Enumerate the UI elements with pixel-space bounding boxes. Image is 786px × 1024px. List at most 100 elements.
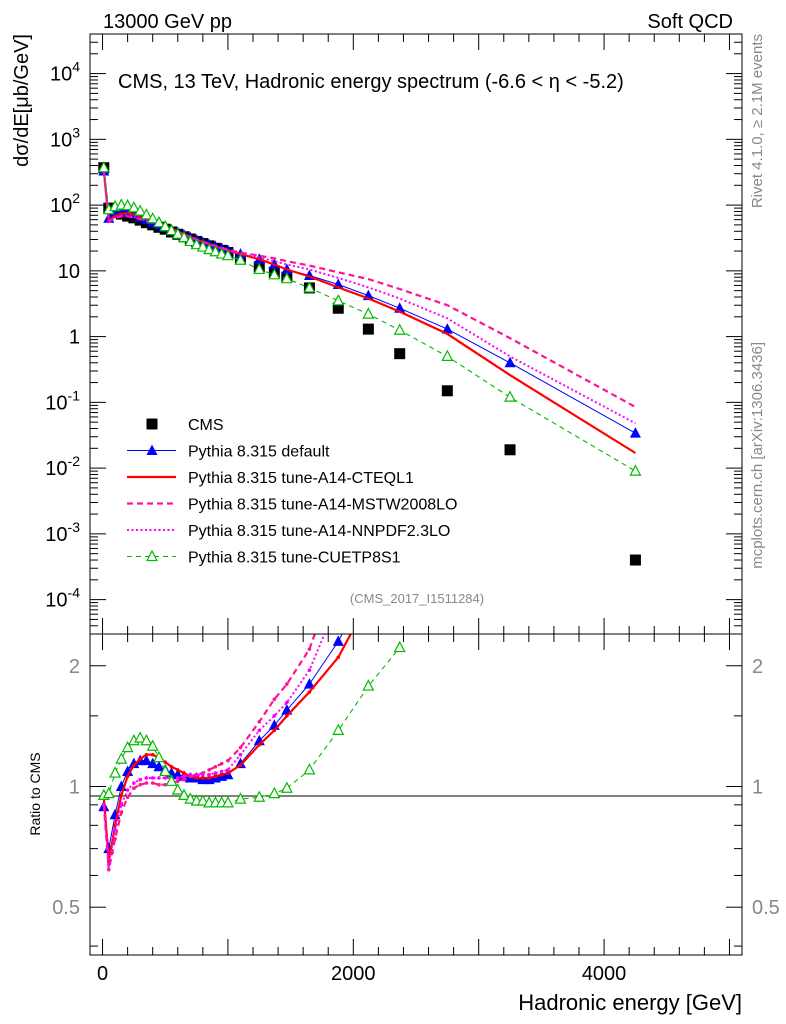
legend-label-5: Pythia 8.315 tune-CUETP8S1 (188, 550, 401, 567)
series-line-4 (102, 170, 636, 425)
mcplots-label: mcplots.cern.ch [arXiv:1306.3436] (749, 342, 766, 569)
ratio-point-1 (226, 771, 230, 775)
data-point-0 (332, 302, 344, 314)
data-point-5 (332, 294, 345, 306)
ratio-point-2 (213, 764, 218, 769)
ratio-series-layer (97, 634, 406, 872)
legend-label-1: Pythia 8.315 default (188, 444, 330, 461)
ratio-point-2 (150, 781, 155, 785)
ratio-point-1 (175, 768, 180, 772)
ratio-point-4 (178, 788, 191, 801)
legend-marker-0 (146, 418, 158, 430)
series-line-1 (103, 170, 636, 434)
ratio-point-2 (182, 777, 186, 782)
data-point-0 (362, 323, 374, 335)
ratio-point-3 (194, 772, 199, 777)
ratio-point-3 (119, 803, 124, 807)
data-point-5 (165, 223, 178, 236)
ratio-point-4 (171, 783, 184, 795)
legend-marker-5 (146, 549, 158, 562)
data-point-5 (362, 307, 375, 319)
ratio-point-2 (307, 647, 312, 651)
ratio-point-2 (238, 745, 243, 750)
ratio-point-3 (219, 769, 224, 774)
ratio-point-3 (107, 862, 111, 867)
header-right: Soft QCD (647, 11, 733, 33)
data-point-5 (184, 234, 197, 247)
ratio-point-4 (362, 679, 375, 691)
data-point-0 (629, 554, 641, 566)
ratio-point-1 (336, 655, 341, 660)
ratio-point-4 (109, 766, 122, 778)
data-point-5 (203, 242, 216, 255)
ratio-point-3 (201, 772, 205, 777)
ratio-point-1 (201, 776, 205, 780)
data-point-5 (253, 262, 266, 275)
ratio-tick-label-right: 0.5 (752, 897, 780, 919)
y-tick-label: 104 (50, 59, 80, 86)
ratio-tick-label-right: 2 (752, 656, 763, 678)
legend-label-0: CMS (188, 417, 224, 434)
main-plot-frame (89, 33, 743, 635)
data-point-5 (127, 201, 140, 213)
data-point-5 (171, 227, 184, 239)
data-point-5 (178, 230, 191, 243)
ratio-point-1 (213, 774, 218, 779)
ratio-point-4 (165, 774, 178, 786)
ratio-point-4 (159, 764, 172, 777)
ratio-point-1 (182, 771, 186, 775)
series-line-5 (103, 167, 636, 472)
legend-label-2: Pythia 8.315 tune-A14-CTEQL1 (188, 470, 414, 487)
ratio-point-4 (146, 739, 159, 751)
ratio-point-3 (272, 714, 277, 718)
ratio-point-0 (332, 635, 344, 646)
ratio-point-1 (194, 776, 199, 780)
ratio-point-4 (152, 750, 165, 763)
ratio-point-3 (144, 776, 149, 780)
main-axis-ticks: 10-4 10-3 10-2 10-1 1 10 102 103 104 (45, 33, 742, 635)
ratio-point-3 (163, 776, 168, 780)
ratio-point-3 (138, 777, 142, 782)
ratio-point-3 (285, 700, 289, 705)
ratio-point-3 (213, 771, 218, 775)
data-point-0 (394, 348, 406, 360)
ratio-point-3 (307, 668, 312, 672)
data-point-1 (504, 356, 516, 368)
ratio-point-2 (125, 795, 130, 800)
data-point-0 (441, 385, 453, 397)
y-axis-title: dσ/dE[μb/GeV] (11, 34, 33, 167)
data-point-5 (97, 160, 110, 173)
data-point-5 (234, 253, 247, 265)
data-point-5 (215, 247, 228, 259)
data-point-5 (221, 248, 234, 261)
data-point-5 (209, 244, 222, 257)
data-point-5 (140, 208, 153, 220)
y-tick-label: 102 (50, 190, 80, 217)
ratio-point-2 (138, 782, 142, 787)
ratio-axis-ticks: 0 2000 4000 0.5 0.5 1 1 2 2 (52, 634, 780, 985)
ratio-point-4 (102, 786, 115, 799)
ratio-point-0 (140, 754, 152, 766)
ratio-point-3 (257, 728, 262, 733)
header-left: 13000 GeV pp (103, 11, 232, 33)
ratio-point-0 (153, 760, 165, 772)
data-point-5 (629, 464, 642, 476)
ratio-point-0 (128, 757, 140, 769)
legend-label-4: Pythia 8.315 tune-A14-NNPDF2.3LO (188, 523, 450, 540)
data-point-5 (121, 198, 134, 211)
ratio-point-3 (101, 803, 106, 807)
ratio-point-2 (226, 758, 230, 763)
ratio-point-2 (144, 781, 149, 785)
ratio-point-4 (121, 740, 134, 753)
y-tick-label: 103 (50, 124, 80, 151)
ratio-point-1 (307, 690, 312, 694)
plot-title: CMS, 13 TeV, Hadronic energy spectrum (-… (118, 71, 624, 93)
x-tick-label: 2000 (331, 963, 376, 985)
ratio-point-3 (157, 776, 161, 780)
ratio-point-4 (196, 794, 209, 806)
main-series-layer (97, 160, 642, 566)
legend: CMS Pythia 8.315 default Pythia 8.315 tune… (127, 417, 457, 567)
ratio-point-1 (272, 728, 277, 733)
ratio-point-2 (285, 682, 289, 686)
